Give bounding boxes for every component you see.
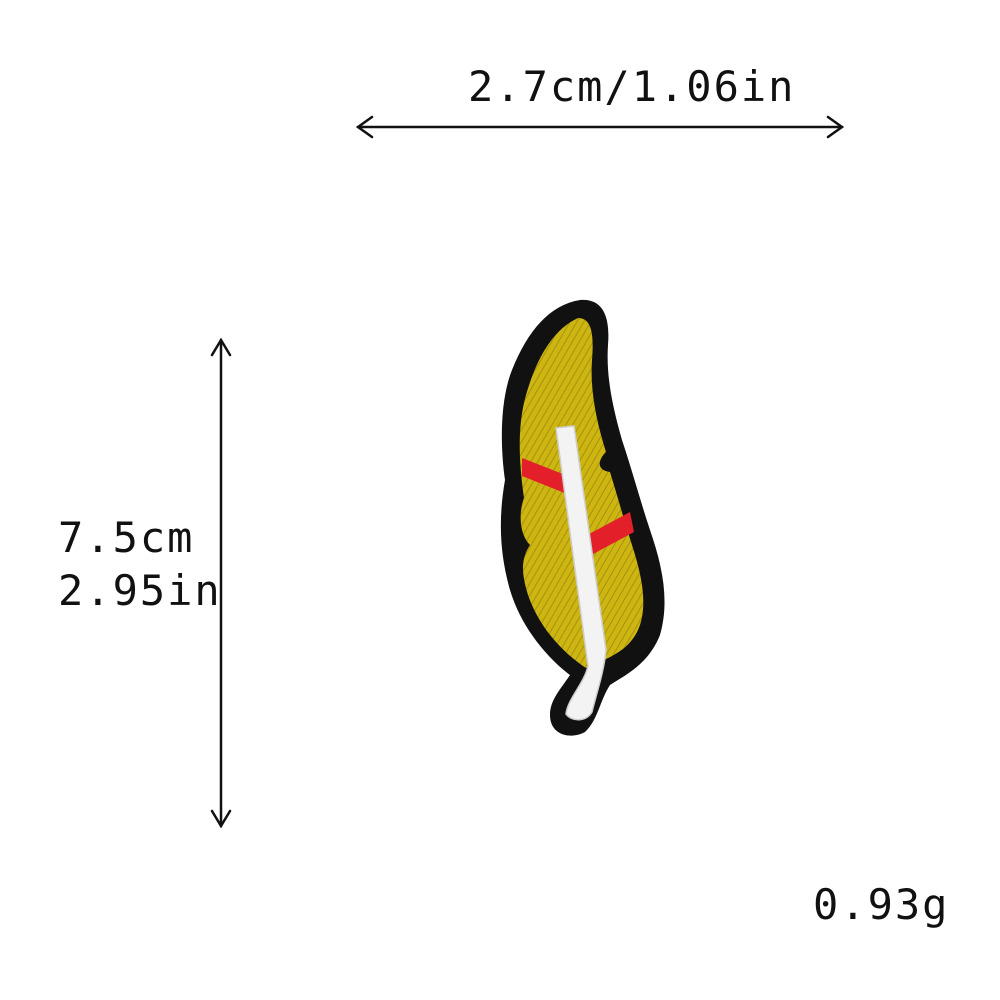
height-arrow-icon bbox=[210, 337, 232, 829]
feather-stripe-left bbox=[522, 458, 572, 496]
width-label: 2.7cm/1.06in bbox=[468, 62, 796, 111]
height-label-cm: 7.5cm bbox=[58, 513, 195, 562]
height-label: 7.5cm 2.95in bbox=[58, 512, 222, 617]
feather-quill bbox=[555, 425, 607, 721]
width-arrow-icon bbox=[355, 115, 845, 139]
weight-label: 0.93g bbox=[813, 880, 950, 929]
height-label-in: 2.95in bbox=[58, 565, 222, 615]
